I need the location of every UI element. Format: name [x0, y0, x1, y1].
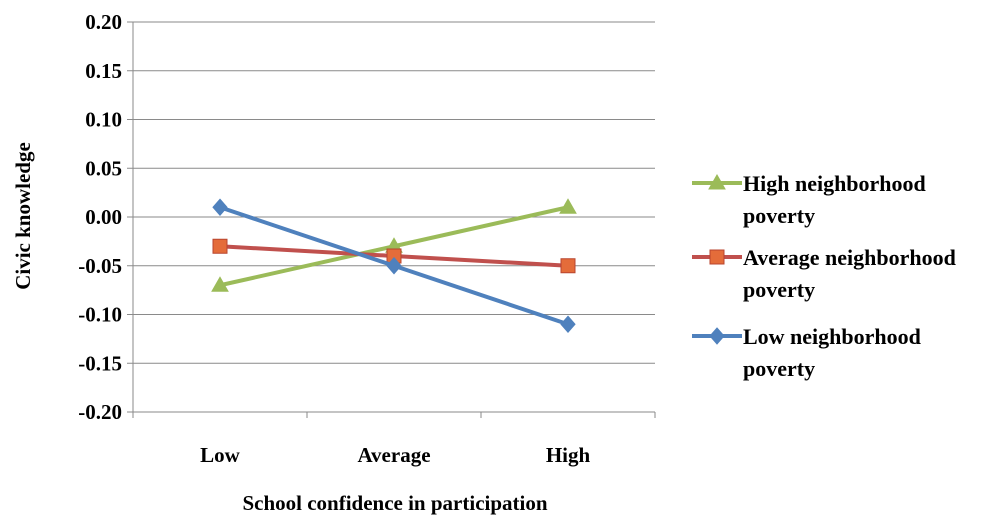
series-square [212, 238, 576, 274]
series-diamond [212, 198, 576, 334]
y-tick-label: 0.05 [85, 156, 122, 180]
x-axis-title: School confidence in participation [242, 491, 547, 515]
data-point [211, 276, 229, 292]
data-point [560, 315, 576, 334]
data-point [212, 198, 228, 217]
legend-marker [709, 249, 725, 265]
y-tick-label: 0.10 [85, 108, 122, 132]
data-point [559, 198, 577, 214]
y-tick-label: -0.10 [78, 303, 122, 327]
legend-item: Average neighborhood poverty [692, 245, 956, 302]
legend-marker [708, 173, 726, 190]
legend-label: poverty [743, 203, 815, 228]
legend-marker [709, 327, 725, 345]
y-tick-labels: 0.20 0.15 0.10 0.05 0.00 -0.05 -0.10 -0.15 -0.20 [78, 10, 122, 424]
legend-label: poverty [743, 356, 815, 381]
legend-label: High neighborhood [743, 171, 926, 196]
gridlines [133, 21, 655, 364]
x-tick-label: High [546, 443, 591, 467]
data-point [212, 238, 228, 254]
series-triangle [211, 198, 577, 292]
x-tick-label: Low [200, 443, 241, 467]
data-point [560, 258, 576, 274]
legend-label: poverty [743, 277, 815, 302]
data-point [386, 256, 402, 275]
y-tick-label: 0.00 [85, 205, 122, 229]
legend-label: Low neighborhood [743, 324, 921, 349]
y-tick-label: 0.20 [85, 10, 122, 34]
y-tick-label: -0.15 [78, 351, 122, 375]
y-axis-title: Civic knowledge [11, 142, 35, 290]
axes [127, 21, 656, 418]
legend-item: High neighborhood poverty [692, 171, 926, 228]
x-tick-label: Average [357, 443, 430, 467]
series-layer [211, 198, 577, 334]
y-tick-label: 0.15 [85, 59, 122, 83]
x-tick-labels: Low Average High [200, 443, 590, 467]
y-tick-label: -0.05 [78, 254, 122, 278]
y-tick-label: -0.20 [78, 400, 122, 424]
legend-label: Average neighborhood [743, 245, 956, 270]
legend-item: Low neighborhood poverty [692, 324, 921, 381]
